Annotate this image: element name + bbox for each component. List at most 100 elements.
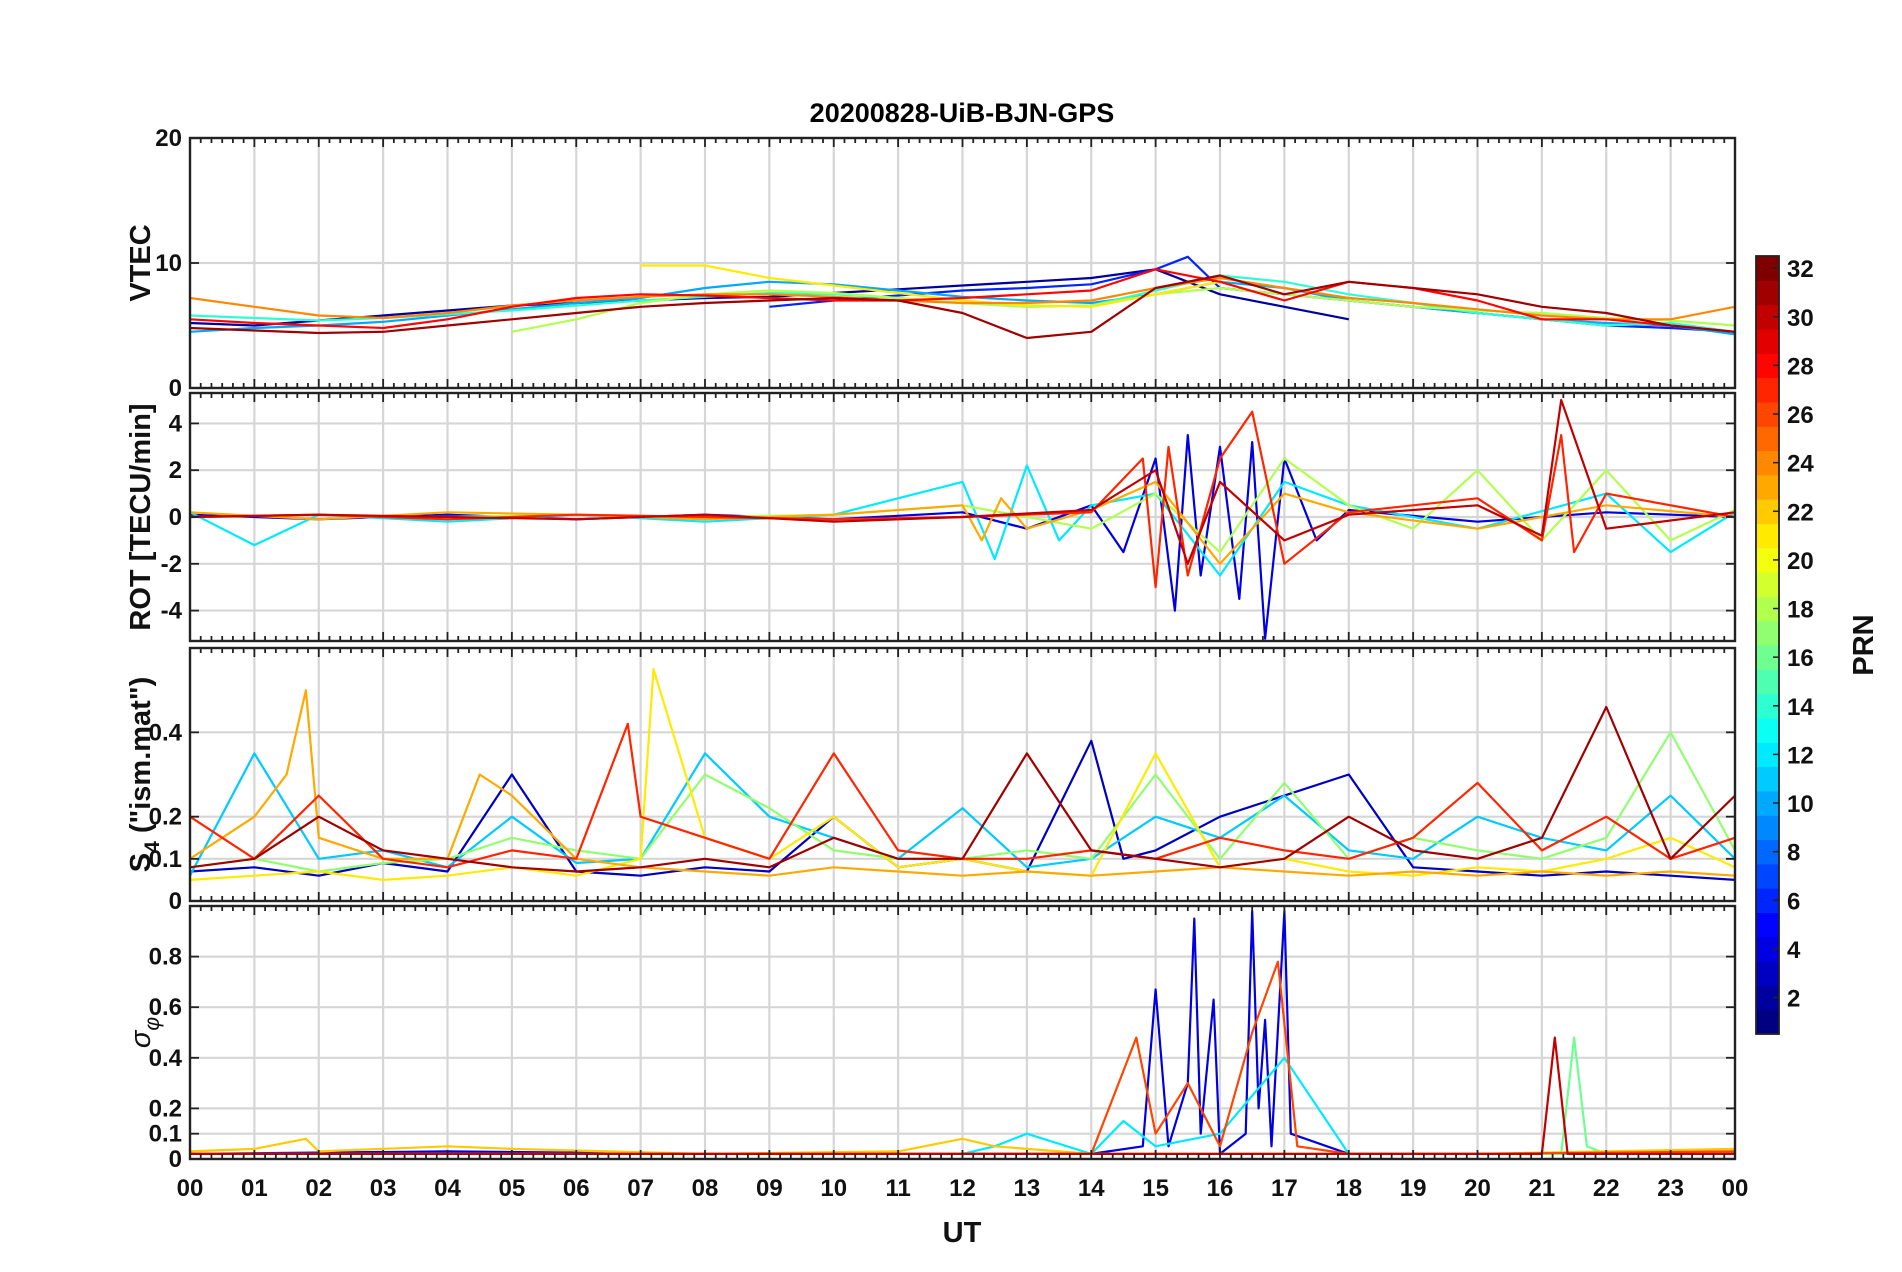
x-tick-label: 00 [177,1175,204,1202]
colorbar-segment [1756,572,1779,597]
grid-sigma [188,906,1737,1161]
panel-rot: -4 -2 0 2 4 ROT [TECU/min] [125,391,1737,643]
colorbar-tick-label: 4 [1787,937,1801,964]
series-prn-23 [190,689,1735,877]
x-tick-label: 23 [1657,1175,1684,1202]
colorbar-segment [1756,280,1779,306]
colorbar-tick-label: 26 [1787,402,1814,429]
colorbar-tick-label: 28 [1787,353,1814,380]
minor-ticks-s4 [189,648,1736,901]
x-tick-label: 05 [499,1175,526,1202]
colorbar-segment [1756,450,1779,476]
colorbar-tick-label: 32 [1787,256,1814,283]
colorbar-frame [1755,255,1780,1035]
y-axis-label-sub: φ [141,1017,164,1031]
series-prn-24 [190,276,1735,321]
x-tick-label: 14 [1078,1175,1105,1202]
colorbar-tick-label: 22 [1787,499,1814,526]
x-tick-label: 12 [949,1175,976,1202]
y-tick-label: 2 [169,457,182,484]
x-tick-label: 21 [1529,1175,1556,1202]
colorbar-segment [1756,693,1779,719]
x-tick-label: 10 [820,1175,847,1202]
colorbar-label: PRN [1848,614,1880,675]
series-prn-31 [190,705,1735,873]
colorbar-segment [1756,669,1779,695]
panel-sigma: 00.10.2 0.4 0.6 0.8 σφ [125,904,1737,1173]
colorbar-tick-label: 14 [1787,694,1814,721]
colorbar-tick-label: 18 [1787,597,1814,624]
y-axis-label-sub: 4 [141,841,164,853]
colorbar-segment [1756,839,1779,865]
colorbar-segment [1756,912,1779,938]
y-tick-label: 0.4 [149,719,183,746]
colorbar-segment [1756,401,1779,427]
y-tick-label: 0 [169,1146,182,1173]
series-prn-30 [190,398,1735,565]
x-tick-labels: 00 01 02 03 04 05 06 07 08 09 10 11 12 13 14 15 16 17 18 19… [177,1175,1749,1202]
colorbar-segment [1756,596,1779,622]
colorbar-tick-label: 20 [1787,548,1814,575]
colorbar-segment [1756,985,1779,1011]
y-axis-label-s4: S4 ("ism.mat") [125,677,164,873]
y-tick-label: 0.2 [149,804,182,831]
series-prn-28 [190,268,1735,333]
colorbar-tick-label: 8 [1787,840,1800,867]
x-tick-label: 01 [241,1175,268,1202]
x-tick-label: 16 [1207,1175,1234,1202]
colorbar-segment [1756,742,1779,768]
colorbar-segment [1756,426,1779,452]
colorbar-segment [1756,717,1779,743]
colorbar-segment [1756,353,1779,379]
colorbar-tick-label: 24 [1787,451,1814,478]
x-tick-label: 15 [1142,1175,1169,1202]
x-tick-label: 06 [563,1175,590,1202]
x-tick-label: 17 [1271,1175,1298,1202]
grid-vtec [188,136,1737,390]
y-tick-label: 0 [169,504,182,531]
y-axis-label-main: σ [125,1029,157,1048]
series-prn-31 [190,274,1735,340]
x-tick-label: 20 [1464,1175,1491,1202]
colorbar-tick-label: 10 [1787,791,1814,818]
colorbar-segment [1756,1009,1779,1035]
x-tick-label: 07 [627,1175,654,1202]
x-axis-label: UT [943,1217,982,1249]
colorbar-segment [1756,328,1779,354]
series-prn-27 [190,410,1735,589]
y-tick-label: -2 [161,551,182,578]
y-tick-label: -4 [161,598,183,625]
y-tick-label: 0.1 [149,1121,182,1148]
y-tick-label: 0.2 [149,1095,182,1122]
y-axis-label-sigma: σφ [125,1017,164,1049]
series-prn-27 [190,722,1735,869]
y-axis-label-rot: ROT [TECU/min] [125,403,157,630]
colorbar-tick-label: 12 [1787,742,1814,769]
minor-ticks-sigma [189,906,1736,1159]
colorbar-segment [1756,961,1779,986]
y-tick-label: 0 [169,375,182,402]
x-tick-label: 19 [1400,1175,1427,1202]
panel-s4: 00.10.20.4S4 ("ism.mat") [125,646,1737,915]
colorbar-segment [1756,499,1779,525]
x-tick-label: 13 [1014,1175,1041,1202]
y-tick-label: 0.6 [149,994,182,1021]
y-axis-label-main: S [125,853,157,872]
y-tick-label: 4 [169,410,183,437]
x-tick-label: 22 [1593,1175,1620,1202]
series-group-rot [190,398,1735,640]
y-tick-label: 20 [155,125,182,152]
panel-vtec: 0 10 20 VTEC [125,125,1737,402]
minor-ticks-vtec [189,138,1736,388]
series-group-s4 [190,667,1735,882]
y-tick-label: 0.8 [149,944,182,971]
x-tick-label: 00 [1722,1175,1749,1202]
colorbar-segment [1756,888,1779,914]
colorbar-segment [1756,766,1779,792]
x-tick-label: 09 [756,1175,783,1202]
colorbar-segment [1756,863,1779,889]
x-tick-label: 11 [885,1175,910,1202]
colorbar-segment [1756,790,1779,816]
